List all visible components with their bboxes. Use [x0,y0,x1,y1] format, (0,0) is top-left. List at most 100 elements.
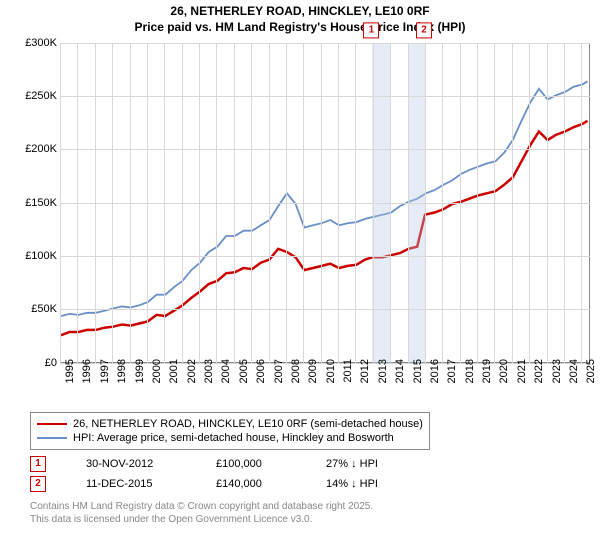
y-gridline [60,256,590,257]
chart-title-line2: Price paid vs. HM Land Registry's House … [0,20,600,38]
x-axis-label: 2003 [203,359,215,399]
x-axis-label: 2015 [412,359,424,399]
x-axis-label: 2017 [446,359,458,399]
x-axis-label: 1999 [134,359,146,399]
x-gridline [338,43,339,363]
series-line [61,81,588,316]
x-gridline [234,43,235,363]
y-gridline [60,309,590,310]
x-gridline [460,43,461,363]
marker-number-box: 1 [30,456,46,472]
x-gridline [199,43,200,363]
x-gridline [477,43,478,363]
x-axis-label: 2011 [342,359,354,399]
legend: 26, NETHERLEY ROAD, HINCKLEY, LE10 0RF (… [30,412,430,450]
x-gridline [564,43,565,363]
x-axis-label: 2019 [481,359,493,399]
marker-date: 11-DEC-2015 [86,478,176,490]
x-axis-label: 2010 [325,359,337,399]
legend-item: 26, NETHERLEY ROAD, HINCKLEY, LE10 0RF (… [37,417,423,431]
x-axis-label: 2007 [273,359,285,399]
x-axis-label: 2001 [168,359,180,399]
marker-price: £100,000 [216,458,286,470]
x-axis-label: 1998 [116,359,128,399]
x-gridline [355,43,356,363]
x-axis-label: 2004 [220,359,232,399]
x-gridline [512,43,513,363]
x-gridline [581,43,582,363]
y-axis-label: £250K [25,90,57,102]
y-axis-label: £200K [25,143,57,155]
x-gridline [373,43,374,363]
legend-label: 26, NETHERLEY ROAD, HINCKLEY, LE10 0RF (… [73,418,423,430]
highlight-band [408,44,425,364]
marker-delta: 27% ↓ HPI [326,458,378,470]
legend-label: HPI: Average price, semi-detached house,… [73,432,394,444]
x-gridline [442,43,443,363]
x-gridline [303,43,304,363]
marker-table-row: 211-DEC-2015£140,00014% ↓ HPI [30,474,600,494]
marker-number-box: 2 [30,476,46,492]
x-axis-label: 2022 [533,359,545,399]
attribution-line1: Contains HM Land Registry data © Crown c… [30,500,600,513]
x-axis-label: 2002 [186,359,198,399]
x-axis-label: 2014 [394,359,406,399]
x-gridline [286,43,287,363]
marker-price: £140,000 [216,478,286,490]
attribution: Contains HM Land Registry data © Crown c… [30,500,600,526]
y-gridline [60,203,590,204]
x-axis-label: 2000 [151,359,163,399]
x-gridline [547,43,548,363]
attribution-line2: This data is licensed under the Open Gov… [30,513,600,526]
series-line [61,120,588,334]
x-gridline [494,43,495,363]
x-axis-label: 2006 [255,359,267,399]
x-gridline [390,43,391,363]
y-axis-label: £300K [25,37,57,49]
y-axis-label: £150K [25,197,57,209]
x-axis-label: 2005 [238,359,250,399]
x-axis-label: 1997 [99,359,111,399]
marker-table-row: 1 30-NOV-2012 £100,000 27% ↓ HPI [30,454,600,474]
x-gridline [251,43,252,363]
x-axis-label: 2021 [516,359,528,399]
y-axis-label: £0 [45,357,57,369]
x-gridline [60,43,61,363]
marker-date: 30-NOV-2012 [86,458,176,470]
y-gridline [60,43,590,44]
y-axis-label: £50K [31,303,57,315]
x-gridline [147,43,148,363]
legend-swatch [37,423,67,425]
x-axis-label: 2012 [359,359,371,399]
plot-marker: 2 [416,22,432,38]
x-axis-label: 2020 [498,359,510,399]
x-axis-label: 1995 [64,359,76,399]
x-axis-label: 2018 [464,359,476,399]
x-axis-label: 2016 [429,359,441,399]
x-gridline [529,43,530,363]
x-gridline [130,43,131,363]
x-gridline [164,43,165,363]
y-axis-label: £100K [25,250,57,262]
x-axis-label: 2009 [307,359,319,399]
chart: £0£50K£100K£150K£200K£250K£300K199519961… [30,38,600,408]
x-gridline [182,43,183,363]
x-gridline [95,43,96,363]
x-gridline [77,43,78,363]
x-gridline [112,43,113,363]
y-gridline [60,149,590,150]
chart-title-line1: 26, NETHERLEY ROAD, HINCKLEY, LE10 0RF [0,0,600,20]
x-gridline [321,43,322,363]
x-axis-label: 2025 [585,359,597,399]
marker-table: 1 30-NOV-2012 £100,000 27% ↓ HPI 2 11-DEC-201… [30,454,600,494]
x-axis-label: 2023 [551,359,563,399]
x-axis-label: 2024 [568,359,580,399]
x-gridline [216,43,217,363]
x-gridline [408,43,409,363]
highlight-band [372,44,389,364]
x-gridline [425,43,426,363]
y-gridline [60,96,590,97]
x-axis-label: 2013 [377,359,389,399]
plot-marker: 1 [363,22,379,38]
x-axis-label: 1996 [81,359,93,399]
